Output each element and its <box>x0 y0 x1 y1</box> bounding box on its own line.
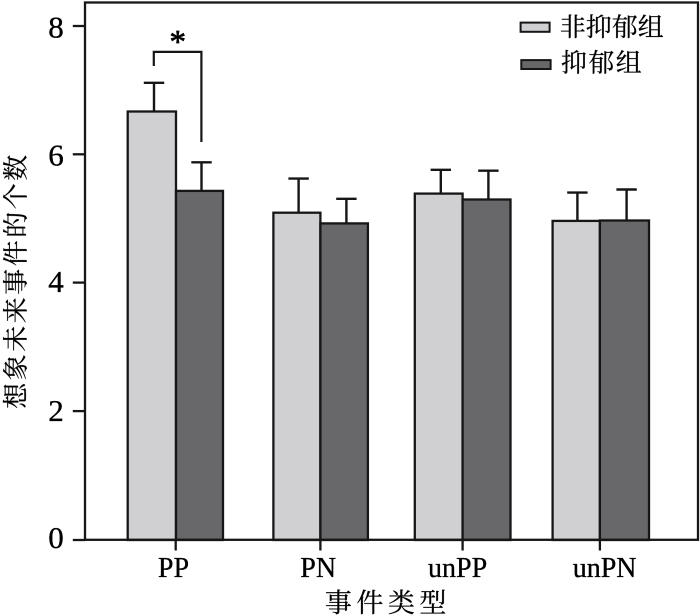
svg-text:2: 2 <box>48 393 64 428</box>
svg-text:unPP: unPP <box>428 553 487 584</box>
svg-text:PP: PP <box>158 553 189 584</box>
svg-text:*: * <box>170 25 187 61</box>
svg-text:6: 6 <box>48 137 64 172</box>
svg-text:8: 8 <box>48 9 64 44</box>
svg-text:unPN: unPN <box>573 553 637 584</box>
svg-text:4: 4 <box>48 264 64 299</box>
svg-text:PN: PN <box>300 553 336 584</box>
svg-text:0: 0 <box>48 520 64 555</box>
